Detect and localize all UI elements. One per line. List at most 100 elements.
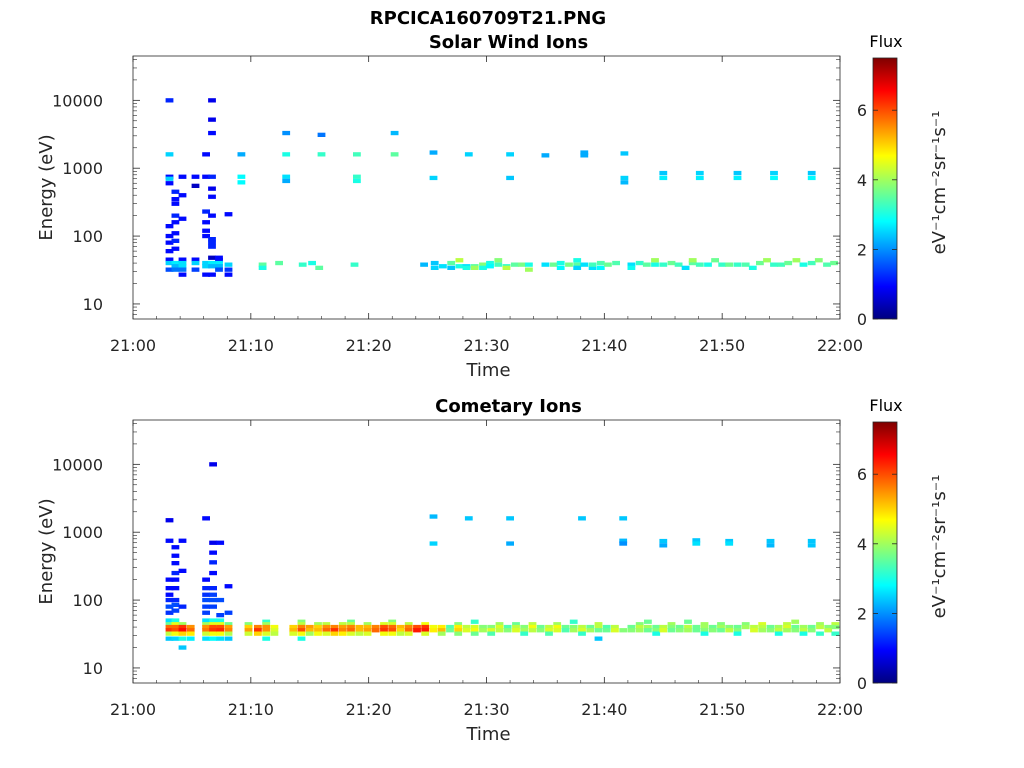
heatmap-cell (262, 636, 271, 641)
y-tick-label: 1000 (62, 523, 103, 542)
heatmap-cell (454, 628, 463, 633)
heatmap-cell (494, 262, 503, 267)
heatmap-cell (823, 262, 831, 267)
heatmap-cell (430, 260, 439, 266)
heatmap-cell (262, 619, 271, 624)
heatmap-cell (766, 628, 775, 633)
heatmap-cell (404, 628, 413, 633)
heatmap-cell (756, 260, 764, 266)
heatmap-cell (165, 267, 174, 272)
heatmap-cell (282, 152, 291, 157)
heatmap-cell (446, 628, 454, 633)
heatmap-cell (549, 262, 558, 267)
heatmap-cell (165, 181, 174, 186)
x-tick-label: 22:00 (817, 700, 863, 719)
heatmap-cell (494, 258, 503, 263)
heatmap-cell (224, 636, 233, 641)
heatmap-cell (224, 262, 233, 267)
heatmap-cell (237, 174, 246, 179)
heatmap-cell (565, 262, 573, 267)
heatmap-cell (347, 622, 355, 627)
heatmap-cell (209, 540, 217, 545)
heatmap-cell (191, 183, 200, 188)
colorbar-title: Flux (869, 396, 902, 415)
heatmap-cell (165, 98, 174, 103)
heatmap-cell (814, 258, 823, 263)
heatmap-cell (314, 631, 322, 636)
heatmap-cell (215, 264, 223, 269)
heatmap-cell (681, 265, 690, 270)
heatmap-cell (695, 262, 704, 267)
heatmap-cell (165, 636, 174, 641)
heatmap-cell (330, 624, 339, 630)
heatmap-cell (171, 545, 180, 550)
heatmap-cell (171, 553, 180, 558)
heatmap-cell (520, 631, 529, 636)
x-tick-label: 21:40 (581, 700, 627, 719)
heatmap-cell (733, 170, 742, 176)
heatmap-cell (750, 628, 758, 633)
heatmap-cell (380, 622, 388, 627)
heatmap-cell (208, 130, 216, 136)
heatmap-cell (627, 624, 636, 630)
heatmap-cell (347, 628, 355, 633)
heatmap-cell (171, 246, 180, 251)
heatmap-cell (322, 624, 331, 630)
heatmap-cell (774, 631, 783, 636)
heatmap-cell (588, 262, 597, 267)
solar-wind-ions-panel: Solar Wind Ions 21:00 21:10 21:20 21:30 21:40… (36, 32, 950, 381)
heatmap-cell (270, 631, 279, 636)
heatmap-cell (208, 260, 216, 266)
heatmap-cell (355, 628, 364, 633)
heatmap-cell (171, 624, 180, 630)
heatmap-cell (258, 265, 267, 270)
x-tick-label: 21:30 (463, 700, 509, 719)
heatmap-cell (816, 631, 824, 636)
heatmap-cell (178, 264, 187, 269)
heatmap-cell (700, 624, 709, 630)
x-tick-label: 21:20 (346, 336, 392, 355)
heatmap-cell (209, 628, 217, 633)
heatmap-cell (208, 237, 216, 242)
heatmap-cell (439, 264, 447, 269)
heatmap-cell (202, 624, 210, 630)
heatmap-cell (165, 604, 174, 609)
colorbar-tick-label: 6 (857, 101, 867, 120)
heatmap-cell (165, 592, 174, 597)
heatmap-cell (171, 570, 180, 576)
heatmap-cell (528, 622, 537, 627)
heatmap-cell (363, 624, 372, 630)
heatmap-cell (520, 624, 529, 630)
y-axis-label: Energy (eV) (36, 498, 57, 604)
heatmap-cell (733, 262, 742, 267)
heatmap-cell (305, 628, 314, 633)
heatmap-cell (799, 631, 808, 636)
colorbar-tick-label: 0 (857, 310, 867, 329)
heatmap-cell (209, 622, 217, 627)
heatmap-cell (506, 516, 514, 521)
heatmap-cell (635, 260, 644, 266)
colorbar-tick-label: 4 (857, 171, 867, 190)
heatmap-cell (506, 541, 514, 546)
heatmap-cell (202, 233, 210, 239)
heatmap-cell (594, 622, 603, 627)
heatmap-cell (165, 631, 174, 636)
y-tick-label: 10000 (52, 91, 103, 110)
heatmap-cell (486, 264, 494, 269)
heatmap-cell (700, 628, 709, 633)
heatmap-cell (355, 624, 364, 630)
y-tick-label: 10000 (52, 455, 103, 474)
heatmap-cell (783, 622, 791, 627)
x-tick-label: 21:00 (110, 336, 156, 355)
heatmap-cell (725, 628, 734, 633)
heatmap-cell (525, 262, 533, 267)
heatmap-cell (171, 231, 180, 236)
heatmap-cell (674, 262, 683, 267)
heatmap-cell (216, 628, 225, 633)
heatmap-cell (594, 636, 603, 641)
heatmap-cell (165, 224, 174, 229)
heatmap-cell (545, 631, 553, 636)
heatmap-cell (596, 265, 605, 270)
heatmap-cell (520, 628, 529, 633)
colorbar-tick-label: 6 (857, 465, 867, 484)
